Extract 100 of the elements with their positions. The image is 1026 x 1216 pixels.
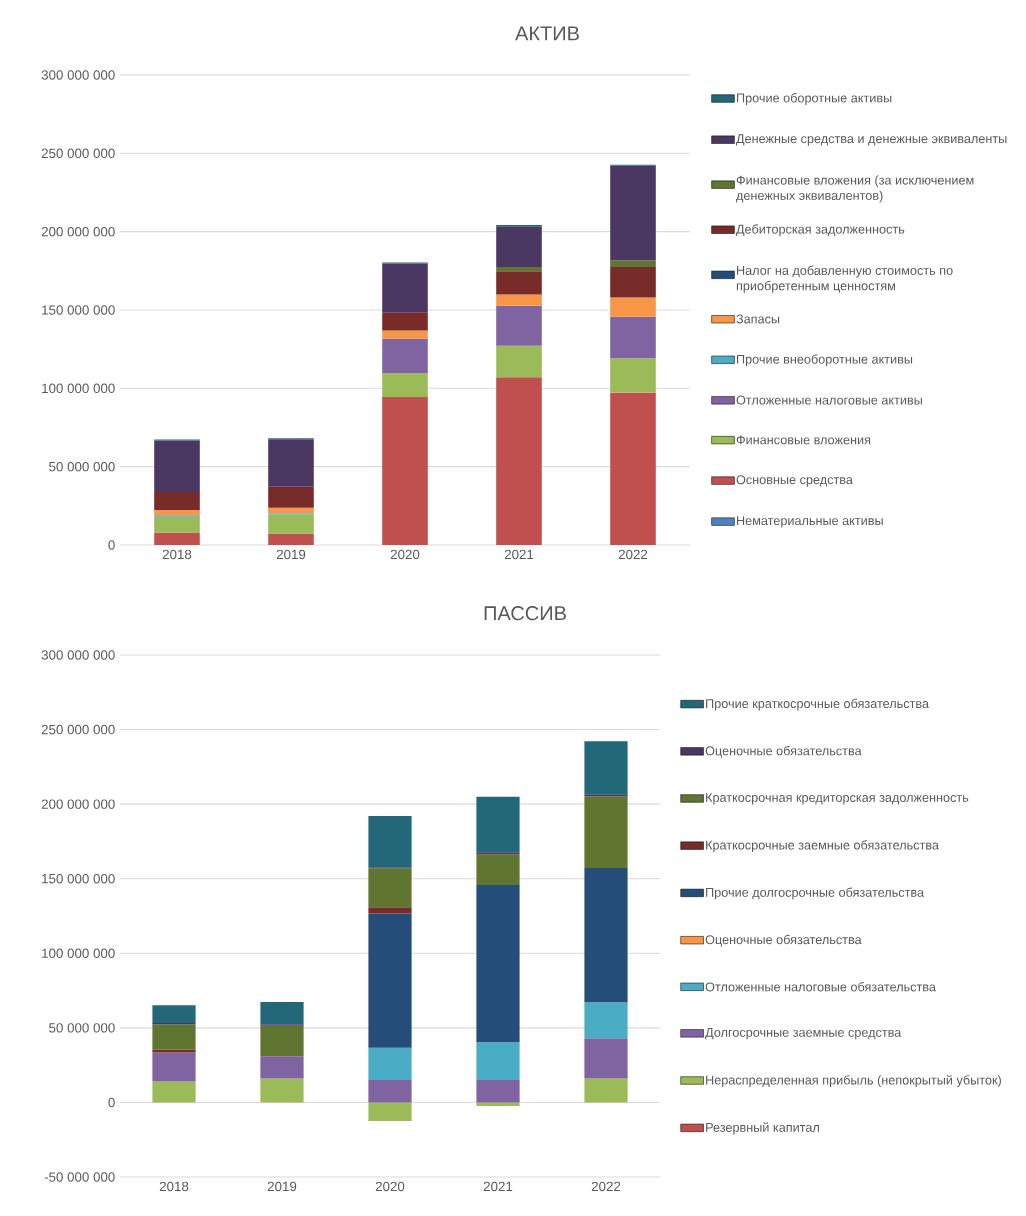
bar	[154, 440, 200, 492]
y-tick-label: 50 000 000	[49, 1023, 115, 1033]
legend-label: Резервный капитал	[706, 1122, 819, 1135]
y-tick-label: 250 000 000	[41, 724, 115, 735]
legend-label: Долгосрочные заемные средства	[705, 1028, 902, 1040]
y-tick-label: 100 000 000	[42, 948, 115, 958]
bar	[268, 533, 314, 545]
bar	[610, 266, 656, 298]
legend-label: Нематериальные активы	[737, 516, 883, 528]
x-tick-label: 2022	[591, 1181, 621, 1192]
y-tick-label: 300 000 000	[41, 70, 115, 80]
bar	[584, 741, 628, 795]
bar	[496, 377, 542, 545]
bar	[368, 1047, 412, 1080]
legend-label: Основные средства	[736, 475, 853, 487]
legend-label: Финансовые вложения	[736, 435, 871, 445]
x-tick-label: 2018	[162, 549, 192, 560]
bar	[368, 816, 412, 868]
y-tick-label: 100 000 000	[42, 383, 115, 394]
legend-label: Прочие оборотные активы	[737, 93, 892, 105]
bar	[154, 516, 200, 533]
y-tick-label: 150 000 000	[42, 305, 115, 315]
x-tick-label: 2019	[267, 1181, 297, 1192]
bar	[260, 1002, 304, 1025]
legend-label: Оценочные обязательства	[705, 745, 862, 758]
bar	[584, 1078, 628, 1103]
bar	[496, 294, 542, 306]
bar	[154, 532, 200, 545]
bar	[496, 345, 542, 378]
bar	[584, 794, 628, 797]
bar	[382, 330, 428, 339]
bar	[152, 1005, 196, 1024]
bar	[382, 312, 428, 331]
bar	[268, 514, 314, 534]
chart-title: ПАССИВ	[484, 606, 566, 621]
bar	[368, 907, 412, 914]
x-tick-label: 2019	[276, 549, 306, 560]
bar	[496, 271, 542, 295]
y-tick-label: -50 000 000	[44, 1172, 115, 1182]
bar	[260, 1078, 304, 1103]
legend-label: Запасы	[736, 314, 780, 324]
bar	[152, 1052, 196, 1082]
bar	[268, 486, 314, 508]
bar	[382, 373, 428, 397]
legend-label: Краткосрочная кредиторская задолженность	[706, 793, 969, 805]
bar	[610, 297, 656, 317]
bar	[260, 1025, 304, 1057]
bar	[368, 913, 412, 1048]
legend-label: Налог на добавленную стоимость по приобретенным ценностям	[736, 265, 953, 293]
legend-label: Оценочные обязательства	[705, 934, 862, 947]
chart-title: АКТИВ	[515, 26, 579, 41]
bar	[368, 868, 412, 908]
x-tick-label: 2021	[504, 549, 534, 560]
bar	[610, 316, 656, 359]
legend-label: Денежные средства и денежные эквиваленты	[736, 134, 1007, 146]
bar	[496, 226, 542, 267]
y-tick-label: 50 000 000	[49, 461, 115, 472]
bar	[610, 358, 656, 393]
y-tick-label: 0	[108, 1097, 115, 1108]
y-tick-label: 200 000 000	[41, 799, 115, 809]
bar	[368, 1079, 412, 1103]
x-tick-label: 2018	[159, 1181, 189, 1192]
bar	[496, 305, 542, 346]
bar	[382, 338, 428, 374]
x-tick-label: 2022	[618, 549, 648, 560]
bar	[382, 263, 428, 313]
legend-label: Нераспределенная прибыль (непокрытый убыток)	[706, 1075, 1001, 1088]
x-tick-label: 2020	[390, 549, 420, 560]
bar	[610, 165, 656, 261]
bar	[476, 852, 520, 855]
bar	[154, 491, 200, 510]
bar	[476, 854, 520, 885]
bar	[476, 884, 520, 1043]
bar	[584, 868, 628, 1003]
bar	[476, 1102, 520, 1106]
bar	[260, 1056, 304, 1079]
x-tick-label: 2021	[483, 1181, 513, 1192]
bar	[584, 1002, 628, 1039]
legend-label: Отложенные налоговые обязательства	[705, 981, 936, 992]
bar	[368, 1102, 412, 1122]
x-tick-label: 2020	[375, 1181, 405, 1192]
legend-label: Финансовые вложения (за исключением денежных эквивалентов)	[736, 175, 974, 203]
bar	[268, 439, 314, 487]
legend-label: Прочие внеоборотные активы	[737, 354, 913, 367]
bar	[476, 796, 520, 853]
legend-label: Отложенные налоговые активы	[736, 395, 922, 405]
y-tick-label: 200 000 000	[41, 226, 115, 237]
bar	[584, 1038, 628, 1079]
legend-label: Дебиторская задолженность	[736, 224, 905, 237]
bar	[152, 1024, 196, 1050]
legend-label: Краткосрочные заемные обязательства	[706, 840, 939, 853]
bar	[496, 266, 542, 272]
bar	[584, 796, 628, 869]
y-tick-label: 150 000 000	[42, 873, 115, 884]
bar	[154, 509, 200, 516]
y-tick-label: 250 000 000	[41, 148, 115, 159]
legend-label: Прочие краткосрочные обязательства	[706, 698, 930, 711]
legend-label: Прочие долгосрочные обязательства	[706, 887, 925, 900]
bar	[152, 1081, 196, 1103]
y-tick-label: 0	[108, 540, 115, 550]
